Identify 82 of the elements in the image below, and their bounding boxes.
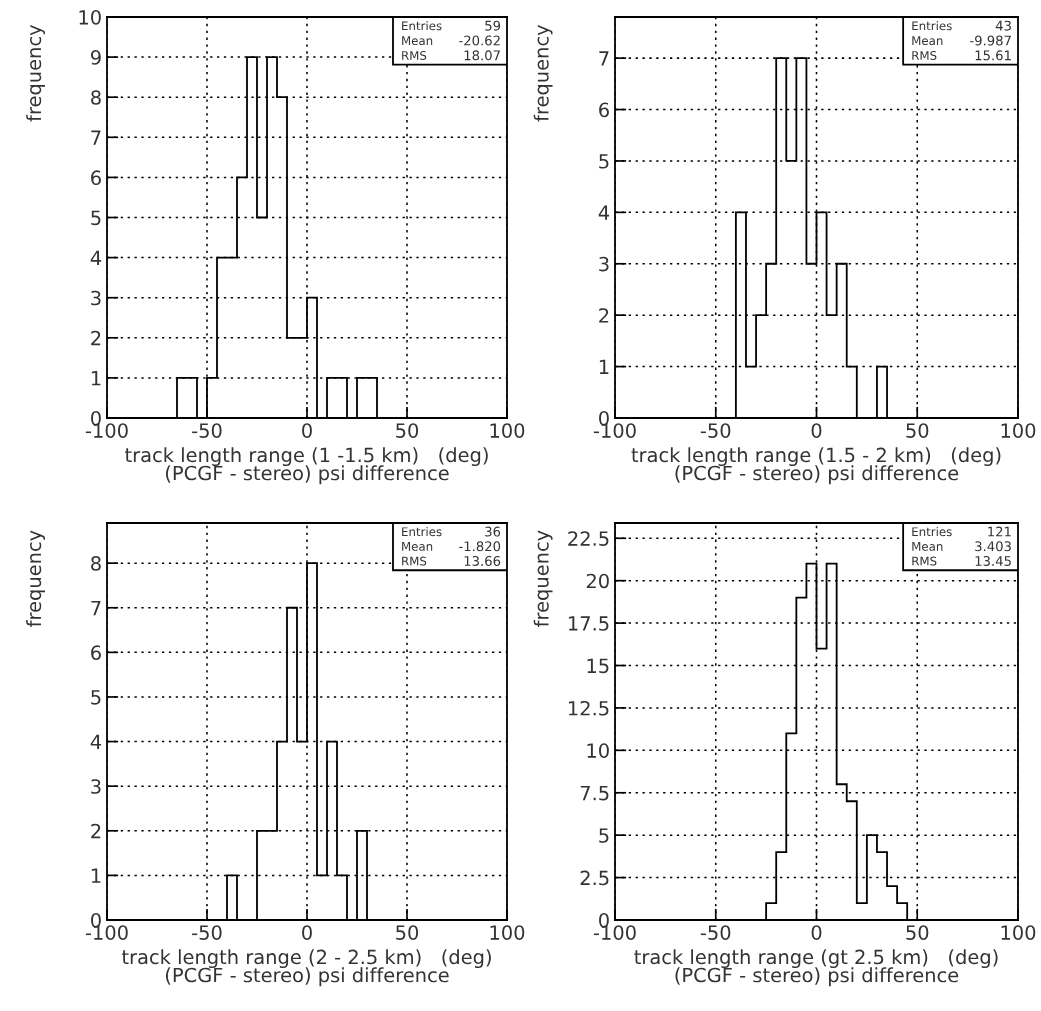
annotation: 36: [485, 526, 501, 537]
x-tick-label: 100: [490, 925, 525, 940]
y-tick-label: 5: [599, 828, 609, 843]
y-tick-label: 7: [91, 600, 101, 616]
y-tick-label: 6: [599, 102, 609, 118]
x-tick-label: -50: [700, 925, 731, 940]
x-tick-label: -50: [700, 423, 731, 438]
annotation: 18.07: [464, 50, 500, 61]
y-tick-label: 20: [586, 573, 609, 589]
x-tick-label: -50: [192, 423, 222, 438]
y-tick-label: 5: [91, 690, 101, 705]
y-tick-label: 7: [599, 51, 609, 66]
annotation: -1.820: [459, 541, 501, 552]
annotation: RMS: [912, 50, 937, 60]
y-tick-label: 1: [91, 868, 101, 883]
annotation: Entries: [402, 527, 442, 537]
x-tick-label: 100: [1001, 423, 1036, 438]
annotation: -9.987: [970, 35, 1011, 46]
y-tick-label: 10: [79, 9, 101, 25]
x-tick-label: 100: [1001, 925, 1036, 940]
y-axis-title: frequency: [533, 24, 553, 122]
y-tick-label: 22.5: [568, 531, 609, 546]
y-tick-label: 6: [91, 645, 101, 661]
y-tick-label: 2: [91, 823, 101, 839]
annotation: Mean: [912, 542, 943, 551]
annotation: Entries: [912, 527, 952, 537]
annotation: 59: [485, 20, 501, 31]
y-tick-label: 3: [599, 256, 609, 272]
x-axis-title: track length range (gt 2.5 km) (deg) (PCGF - stereo) psi difference: [634, 949, 998, 987]
y-tick-label: 8: [91, 90, 101, 105]
x-tick-label: 50: [906, 925, 929, 940]
y-tick-label: 2: [599, 308, 609, 323]
y-tick-label: 4: [90, 250, 102, 265]
y-tick-label: 15: [587, 658, 609, 674]
annotation: Mean: [402, 542, 433, 551]
y-axis-title: frequency: [533, 530, 553, 627]
y-tick-label: 1: [599, 359, 609, 374]
x-tick-label: 0: [811, 423, 822, 438]
annotation: 3.403: [975, 541, 1011, 552]
x-tick-label: 50: [396, 925, 419, 940]
annotation: Mean: [912, 36, 943, 46]
y-tick-label: 5: [599, 154, 609, 169]
y-tick-label: 8: [91, 556, 101, 571]
x-axis-title: track length range (1 -1.5 km) (deg) (PCGF - stereo) psi difference: [125, 447, 488, 485]
annotation: RMS: [402, 556, 427, 566]
y-tick-label: 6: [91, 170, 101, 186]
y-tick-label: 7: [91, 130, 101, 145]
y-tick-label: 12.5: [568, 700, 609, 716]
y-tick-label: 17.5: [568, 616, 609, 631]
annotation: Entries: [912, 21, 952, 31]
x-tick-label: 50: [906, 423, 929, 438]
y-tick-label: 10: [587, 743, 609, 759]
annotation: Entries: [402, 21, 442, 31]
y-axis-title: frequency: [26, 530, 45, 627]
y-tick-label: 3: [91, 779, 101, 794]
y-tick-label: 1: [91, 371, 101, 386]
annotation: 43: [995, 20, 1011, 31]
x-tick-label: 0: [302, 423, 312, 438]
y-tick-label: 9: [90, 50, 101, 65]
x-tick-label: 0: [302, 925, 312, 940]
y-tick-label: 7.5: [580, 785, 609, 801]
annotation: RMS: [912, 556, 937, 566]
x-tick-label: -50: [192, 925, 222, 940]
annotation: RMS: [402, 50, 427, 60]
x-axis-title: track length range (1.5 - 2 km) (deg) (PCGF - stereo) psi difference: [631, 447, 1001, 485]
x-tick-label: 0: [811, 925, 822, 940]
annotation: 15.61: [975, 50, 1011, 61]
annotation: Mean: [402, 36, 433, 46]
annotation: 13.66: [464, 555, 501, 566]
y-tick-label: 3: [91, 290, 101, 306]
y-tick-label: 5: [91, 210, 101, 226]
annotation: 13.45: [975, 555, 1011, 566]
y-tick-label: 4: [90, 734, 102, 749]
y-axis-title: frequency: [26, 24, 45, 122]
x-tick-label: 50: [396, 423, 419, 438]
x-tick-label: 100: [490, 423, 525, 438]
x-axis-title: track length range (2 - 2.5 km) (deg) (PCGF - stereo) psi difference: [121, 949, 491, 987]
y-tick-label: 2: [91, 330, 101, 346]
y-tick-label: 4: [598, 205, 610, 220]
annotation: 121: [988, 526, 1011, 537]
y-tick-label: 2.5: [580, 870, 609, 886]
annotation: -20.62: [459, 35, 500, 46]
